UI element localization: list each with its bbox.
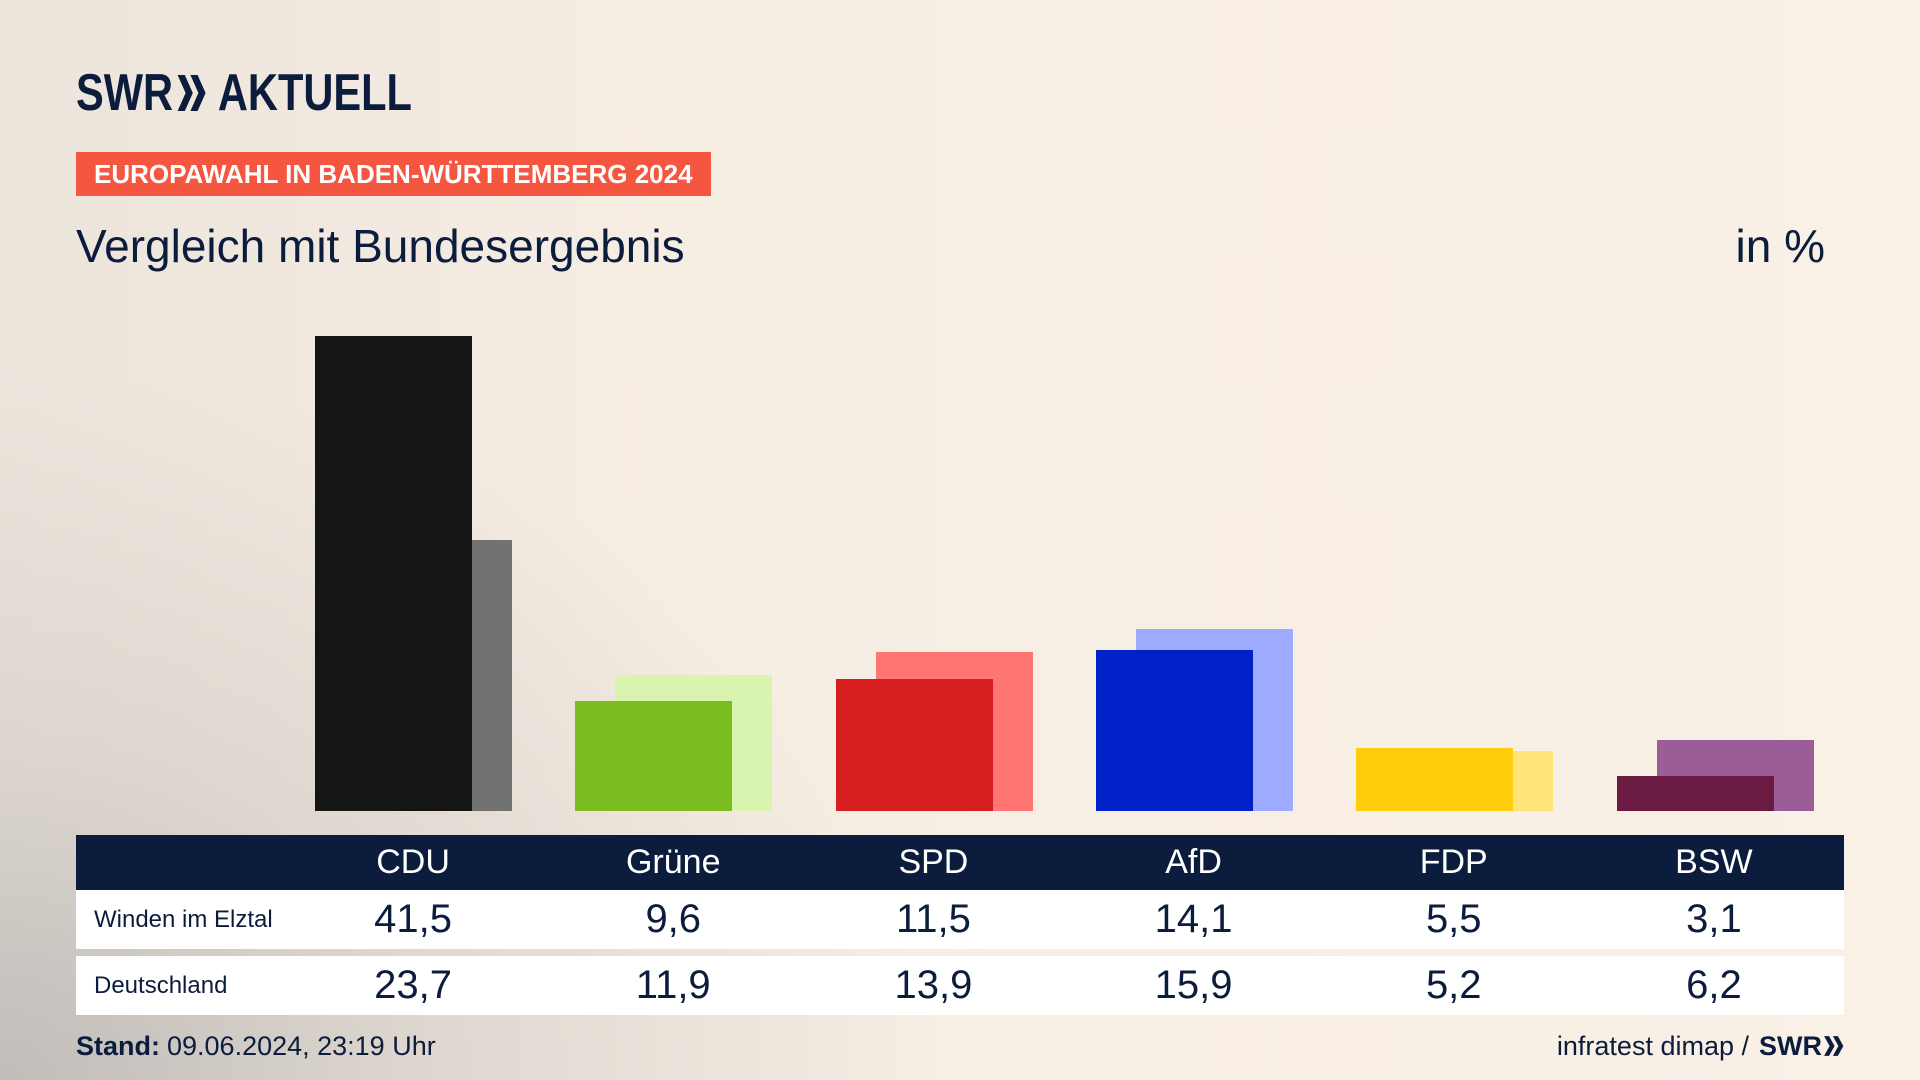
- logo-brand-text: SWR: [76, 64, 174, 122]
- logo-product-text: AKTUELL: [217, 64, 412, 122]
- results-table: CDU Grüne SPD AfD FDP BSW Winden im Elzt…: [76, 835, 1844, 1015]
- footer-logo-text: SWR: [1759, 1031, 1822, 1061]
- column-header-spd: SPD: [898, 843, 969, 881]
- value-fdp-winden: 5,5: [1425, 897, 1482, 941]
- value-spd-deutschland: 13,9: [894, 963, 973, 1007]
- row-label-deutschland: Deutschland: [94, 971, 228, 999]
- chart-title: Vergleich mit Bundesergebnis: [76, 220, 685, 272]
- value-gruene-winden: 9,6: [645, 897, 702, 941]
- bar-chart: [0, 300, 1920, 811]
- column-header-bsw: BSW: [1675, 843, 1753, 881]
- bar-spd-winden-im-elztal: [835, 679, 993, 811]
- source-text: infratest dimap /: [1556, 1031, 1749, 1061]
- chart-unit: in %: [1735, 220, 1825, 272]
- footer-source: infratest dimap / SWR: [1557, 1029, 1844, 1063]
- double-chevron-icon: [1824, 1036, 1844, 1056]
- row-label-winden-im-elztal: Winden im Elztal: [94, 905, 273, 933]
- double-chevron-icon: [177, 75, 206, 111]
- value-gruene-deutschland: 11,9: [635, 963, 711, 1007]
- value-afd-winden: 14,1: [1154, 897, 1233, 941]
- bar-afd-winden-im-elztal: [1095, 649, 1253, 811]
- value-bsw-winden: 3,1: [1686, 897, 1742, 941]
- value-afd-deutschland: 15,9: [1154, 963, 1233, 1007]
- stand-label: Stand:: [76, 1031, 160, 1061]
- bar-grune-winden-im-elztal: [575, 701, 733, 811]
- value-cdu-deutschland: 23,7: [374, 963, 452, 1007]
- footer-timestamp: Stand: 09.06.2024, 23:19 Uhr: [76, 1029, 436, 1063]
- table-header-row: CDU Grüne SPD AfD FDP BSW: [76, 835, 1844, 890]
- value-cdu-winden: 41,5: [374, 897, 452, 941]
- stand-value: 09.06.2024, 23:19 Uhr: [167, 1031, 436, 1061]
- column-header-gruene: Grüne: [625, 843, 721, 881]
- bar-bsw-winden-im-elztal: [1616, 775, 1774, 811]
- footer-swr-logo: SWR: [1759, 1029, 1844, 1063]
- column-header-cdu: CDU: [376, 843, 450, 881]
- value-bsw-deutschland: 6,2: [1686, 963, 1742, 1007]
- bar-cdu-winden-im-elztal: [315, 335, 472, 811]
- bar-fdp-winden-im-elztal: [1356, 748, 1514, 811]
- column-header-afd: AfD: [1165, 843, 1222, 881]
- table-row-deutschland: Deutschland 23,7 11,9 13,9 15,9 5,2 6,2: [76, 956, 1844, 1015]
- swr-aktuell-logo: SWR AKTUELL: [76, 67, 412, 119]
- election-badge: EUROPAWAHL IN BADEN-WÜRTTEMBERG 2024: [76, 152, 711, 196]
- column-header-fdp: FDP: [1419, 843, 1488, 881]
- value-fdp-deutschland: 5,2: [1425, 963, 1482, 1007]
- value-spd-winden: 11,5: [895, 897, 971, 941]
- table-row-winden-im-elztal: Winden im Elztal 41,5 9,6 11,5 14,1 5,5 …: [76, 890, 1844, 949]
